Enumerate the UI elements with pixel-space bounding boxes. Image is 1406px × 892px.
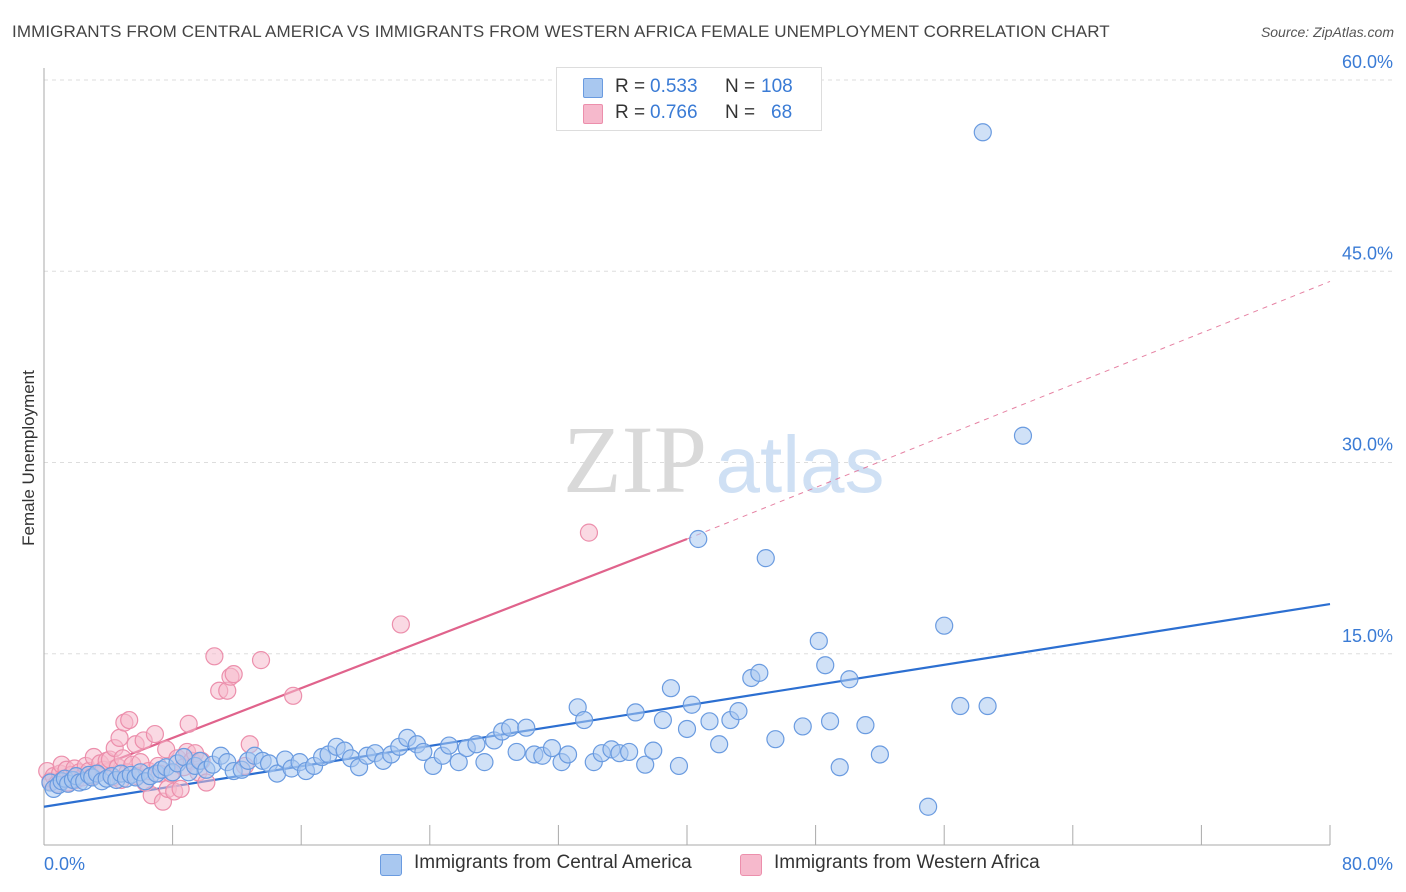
y-axis-label: Female Unemployment <box>19 370 38 546</box>
point-central-america <box>840 670 859 689</box>
point-central-america <box>1013 426 1033 445</box>
point-western-africa <box>251 651 271 670</box>
point-central-america <box>978 696 997 716</box>
point-central-america <box>507 742 526 762</box>
points-central-america <box>41 123 1033 816</box>
legend-n-label: N = <box>725 76 756 97</box>
point-central-america <box>467 735 486 754</box>
point-central-america <box>414 742 433 762</box>
point-central-america <box>542 738 562 758</box>
point-central-america <box>729 702 748 721</box>
watermark-zip: ZIP <box>563 406 707 513</box>
point-central-america <box>951 696 970 716</box>
point-western-africa <box>179 714 198 733</box>
trendline-western-africa <box>43 537 688 789</box>
point-western-africa <box>110 728 129 748</box>
point-central-america <box>710 735 729 754</box>
legend-swatch-blue <box>583 78 603 98</box>
point-central-america <box>669 756 689 776</box>
legend-n-label: N = <box>725 102 756 123</box>
bottom-legend-label: Immigrants from Central America <box>414 852 692 873</box>
bottom-legend-label: Immigrants from Western Africa <box>774 852 1040 873</box>
point-central-america <box>449 753 468 772</box>
legend-r-label: R = <box>615 76 646 97</box>
point-central-america <box>870 745 890 764</box>
point-central-america <box>626 703 645 722</box>
watermark-atlas: atlas <box>716 420 885 509</box>
watermark: ZIP atlas <box>563 406 884 513</box>
point-western-africa <box>391 615 410 634</box>
point-central-america <box>439 736 459 755</box>
source-label: Source: ZipAtlas.com <box>1260 24 1394 40</box>
y-tick-label: 30.0% <box>1342 435 1393 455</box>
point-central-america <box>700 712 719 731</box>
legend: R = 0.533 N = 108 R = 0.766 N = 68 <box>556 67 822 131</box>
point-western-africa <box>284 686 303 705</box>
point-western-africa <box>171 779 190 799</box>
legend-n-value: 68 <box>771 102 793 123</box>
point-central-america <box>517 718 536 737</box>
x-tick-label: 80.0% <box>1342 854 1393 874</box>
point-central-america <box>689 529 708 549</box>
point-western-africa <box>120 710 139 730</box>
point-western-africa <box>145 724 165 744</box>
trendline-western-africa-projection <box>686 280 1331 540</box>
point-western-africa <box>579 523 599 542</box>
point-western-africa <box>205 647 224 666</box>
legend-r-value: 0.533 <box>650 76 698 97</box>
data-points <box>38 123 1033 816</box>
gridlines <box>44 79 1392 655</box>
bottom-legend-swatch-pink <box>740 854 762 876</box>
legend-n-value: 108 <box>761 76 793 97</box>
legend-swatch-pink <box>583 104 603 124</box>
bottom-legend-swatch-blue <box>380 854 402 876</box>
point-central-america <box>766 730 785 749</box>
point-central-america <box>620 742 639 762</box>
point-central-america <box>661 679 681 698</box>
legend-r-label: R = <box>615 102 646 123</box>
point-central-america <box>558 745 578 764</box>
tick-labels: 15.0% 30.0% 45.0% 60.0% 0.0% 80.0% <box>44 52 1393 874</box>
point-central-america <box>644 741 663 760</box>
legend-r-value: 0.766 <box>650 102 698 123</box>
point-central-america <box>653 710 672 730</box>
point-central-america <box>830 758 849 777</box>
chart-title: IMMIGRANTS FROM CENTRAL AMERICA VS IMMIG… <box>12 22 1110 41</box>
point-central-america <box>677 719 697 739</box>
point-central-america <box>816 656 835 675</box>
point-central-america <box>636 755 655 774</box>
y-tick-label: 15.0% <box>1342 626 1393 646</box>
point-western-africa <box>224 665 243 684</box>
point-central-america <box>475 753 494 772</box>
point-central-america <box>575 710 594 730</box>
point-central-america <box>750 663 769 682</box>
point-central-america <box>501 718 520 737</box>
point-central-america <box>682 695 701 714</box>
point-central-america <box>756 549 775 568</box>
point-central-america <box>856 716 875 735</box>
point-central-america <box>809 631 828 651</box>
point-central-america <box>935 616 954 635</box>
y-tick-label: 60.0% <box>1342 52 1393 72</box>
axes <box>43 68 1331 846</box>
point-central-america <box>820 712 840 731</box>
point-central-america <box>919 797 938 816</box>
x-tick-label: 0.0% <box>44 854 85 874</box>
point-central-america <box>973 123 992 142</box>
point-central-america <box>793 717 812 736</box>
y-tick-label: 45.0% <box>1342 243 1393 263</box>
